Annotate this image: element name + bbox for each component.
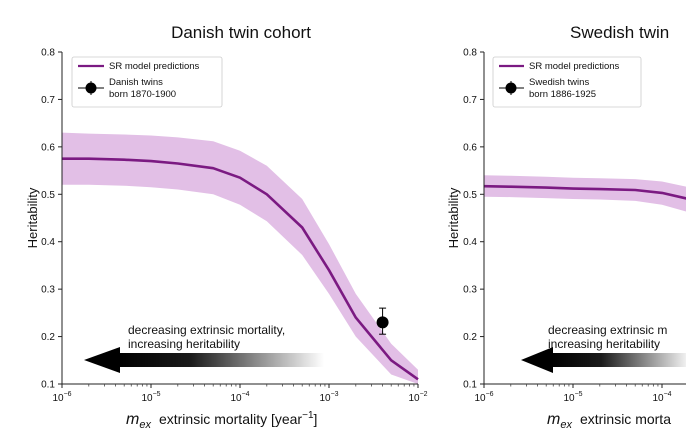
data-point-group xyxy=(376,307,389,335)
x-label-text: extrinsic morta xyxy=(580,411,671,427)
model-line xyxy=(62,157,419,381)
x-axis-label: mex extrinsic morta xyxy=(547,411,671,431)
annotation-line-1: decreasing extrinsic m xyxy=(548,323,667,337)
annotation-line-2: increasing heritability xyxy=(128,337,240,351)
model-line-group xyxy=(483,184,686,200)
legend-point-label-2: born 1886-1925 xyxy=(529,89,596,100)
y-tick-group: 0.1 0.2 0.3 0.4 0.5 0.6 0.7 0.8 xyxy=(463,48,484,391)
x-axis-label: mex extrinsic mortality [year−1] xyxy=(126,410,317,431)
legend-point-marker xyxy=(85,82,97,94)
arrow-head xyxy=(521,347,553,373)
chart-title: Swedish twin xyxy=(570,23,669,42)
y-tick-label: 0.2 xyxy=(41,332,55,343)
annotation-arrow xyxy=(84,347,324,373)
arrow-head xyxy=(84,347,120,373)
x-tick-label: 10−4 xyxy=(230,391,249,404)
data-point xyxy=(376,316,389,329)
y-tick-label: 0.6 xyxy=(463,142,477,153)
legend-box xyxy=(492,56,642,108)
annotation-line-2: increasing heritability xyxy=(548,337,660,351)
x-label-symbol: m xyxy=(126,411,139,428)
x-label-symbol: m xyxy=(547,411,560,428)
legend-point-label-1: Swedish twins xyxy=(529,77,589,88)
x-tick-label: 10−4 xyxy=(652,391,671,404)
y-tick-label: 0.3 xyxy=(41,285,55,296)
x-label-power: −1 xyxy=(302,410,314,421)
y-tick-label: 0.7 xyxy=(463,95,477,106)
x-tick-label: 10−3 xyxy=(319,391,338,404)
y-tick-label: 0.8 xyxy=(463,48,477,59)
x-tick-label: 10−6 xyxy=(52,391,71,404)
chart-title: Danish twin cohort xyxy=(171,23,311,42)
model-line xyxy=(483,184,686,200)
y-tick-label: 0.2 xyxy=(463,332,477,343)
y-tick-label: 0.8 xyxy=(41,48,55,59)
x-label-text: extrinsic mortality [year xyxy=(159,411,302,427)
legend: SR model predictions Danish twins born 1… xyxy=(71,56,223,108)
x-label-subscript: ex xyxy=(560,419,572,431)
legend-line-label: SR model predictions xyxy=(529,61,620,72)
y-tick-label: 0.7 xyxy=(41,95,55,106)
x-tick-group: 10−6 10−5 10−4 10−3 10−2 xyxy=(52,384,428,404)
y-tick-label: 0.1 xyxy=(41,380,55,391)
annotation-arrow xyxy=(521,347,686,373)
confidence-band-group xyxy=(484,175,686,212)
y-tick-group: 0.1 0.2 0.3 0.4 0.5 0.6 0.7 0.8 xyxy=(41,48,62,391)
legend-line-label: SR model predictions xyxy=(109,61,200,72)
legend-point-label-1: Danish twins xyxy=(109,77,163,88)
arrow-shaft xyxy=(119,353,324,367)
danish-panel: Danish twin cohort decreasing extrinsic … xyxy=(25,23,428,431)
confidence-band xyxy=(484,175,686,212)
y-tick-label: 0.4 xyxy=(41,237,55,248)
x-tick-label: 10−5 xyxy=(563,391,582,404)
legend-box xyxy=(71,56,223,108)
legend: SR model predictions Swedish twins born … xyxy=(492,56,642,108)
y-tick-label: 0.6 xyxy=(41,142,55,153)
legend-point-marker xyxy=(505,82,517,94)
x-tick-group: 10−6 10−5 10−4 xyxy=(474,384,672,404)
y-axis-label: Heritability xyxy=(446,187,461,248)
x-label-close: ] xyxy=(314,411,318,427)
model-line-group xyxy=(62,157,419,381)
y-tick-label: 0.5 xyxy=(41,190,55,201)
legend-point-label-2: born 1870-1900 xyxy=(109,89,176,100)
swedish-panel: Swedish twin decreasing extrinsic m incr… xyxy=(446,23,686,431)
y-tick-label: 0.4 xyxy=(463,237,477,248)
y-tick-label: 0.5 xyxy=(463,190,477,201)
x-tick-label: 10−6 xyxy=(474,391,493,404)
x-tick-label: 10−5 xyxy=(141,391,160,404)
y-tick-label: 0.3 xyxy=(463,285,477,296)
y-tick-label: 0.1 xyxy=(463,380,477,391)
y-axis-label: Heritability xyxy=(25,187,40,248)
arrow-shaft xyxy=(552,353,686,367)
x-tick-label: 10−2 xyxy=(408,391,427,404)
x-label-subscript: ex xyxy=(139,419,151,431)
annotation-line-1: decreasing extrinsic mortality, xyxy=(128,323,285,337)
